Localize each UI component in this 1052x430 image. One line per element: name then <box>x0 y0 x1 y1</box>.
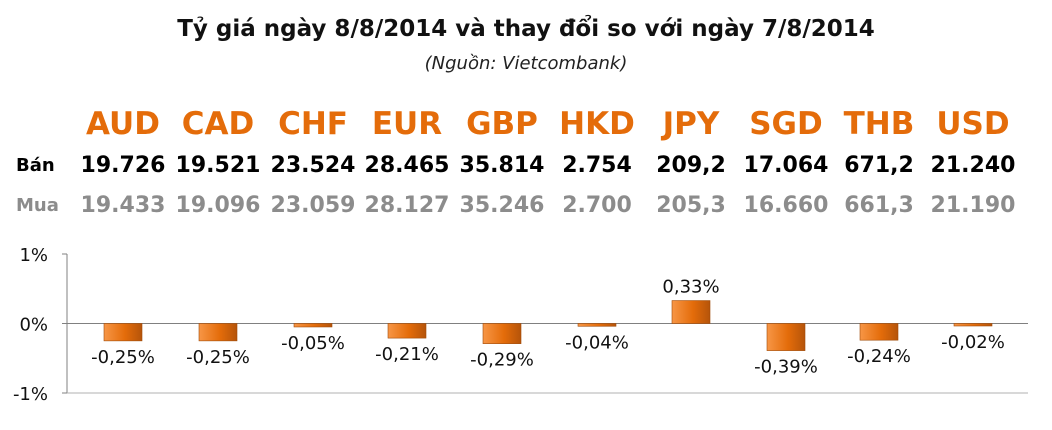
y-tick-label: 1% <box>19 245 48 266</box>
sell-rate-gbp: 35.814 <box>459 153 545 178</box>
currency-code-cad: CAD <box>181 106 255 142</box>
sell-rate-usd: 21.240 <box>930 153 1016 178</box>
data-label-usd: -0,02% <box>941 332 1005 353</box>
data-label-hkd: -0,04% <box>565 332 629 353</box>
sell-rate-sgd: 17.064 <box>743 153 829 178</box>
sell-rate-eur: 28.465 <box>364 153 450 178</box>
data-label-sgd: -0,39% <box>754 357 818 378</box>
buy-row-label: Mua <box>16 195 59 216</box>
buy-rate-thb: 661,3 <box>844 193 914 218</box>
currency-code-usd: USD <box>936 106 1010 142</box>
sell-rate-aud: 19.726 <box>80 153 166 178</box>
bar-usd <box>953 323 993 327</box>
y-tick-label: -1% <box>13 384 48 405</box>
data-label-eur: -0,21% <box>375 344 439 365</box>
buy-rate-aud: 19.433 <box>80 193 166 218</box>
bar-eur <box>387 323 427 339</box>
chart-title: Tỷ giá ngày 8/8/2014 và thay đổi so với … <box>177 16 875 42</box>
buy-rate-eur: 28.127 <box>364 193 450 218</box>
data-label-gbp: -0,29% <box>470 350 534 371</box>
sell-rate-thb: 671,2 <box>844 153 914 178</box>
data-label-chf: -0,05% <box>281 333 345 354</box>
currency-code-gbp: GBP <box>466 106 538 142</box>
bar-chf <box>293 323 333 328</box>
currency-code-chf: CHF <box>278 106 348 142</box>
sell-rate-cad: 19.521 <box>175 153 261 178</box>
y-tick-label: 0% <box>19 315 48 336</box>
bar-gbp <box>482 323 522 344</box>
bar-jpy <box>671 300 711 324</box>
sell-rate-chf: 23.524 <box>270 153 356 178</box>
data-label-aud: -0,25% <box>91 347 155 368</box>
bar-hkd <box>577 323 617 327</box>
currency-code-sgd: SGD <box>749 106 823 142</box>
currency-code-eur: EUR <box>371 106 443 142</box>
buy-rate-gbp: 35.246 <box>459 193 545 218</box>
bar-cad <box>198 323 238 342</box>
sell-rate-hkd: 2.754 <box>562 153 632 178</box>
buy-rate-chf: 23.059 <box>270 193 356 218</box>
currency-code-thb: THB <box>843 106 915 142</box>
buy-rate-sgd: 16.660 <box>743 193 829 218</box>
data-label-thb: -0,24% <box>847 346 911 367</box>
bar-sgd <box>766 323 806 351</box>
sell-row-label: Bán <box>16 155 55 176</box>
sell-rate-jpy: 209,2 <box>656 153 726 178</box>
buy-rate-cad: 19.096 <box>175 193 261 218</box>
buy-rate-jpy: 205,3 <box>656 193 726 218</box>
chart-subtitle: (Nguồn: Vietcombank) <box>424 53 628 74</box>
currency-code-aud: AUD <box>86 106 160 142</box>
buy-rate-hkd: 2.700 <box>562 193 632 218</box>
currency-code-jpy: JPY <box>662 106 720 142</box>
currency-code-hkd: HKD <box>559 106 635 142</box>
bar-thb <box>859 323 899 341</box>
bar-aud <box>103 323 143 342</box>
data-label-jpy: 0,33% <box>662 277 719 298</box>
data-label-cad: -0,25% <box>186 347 250 368</box>
buy-rate-usd: 21.190 <box>930 193 1016 218</box>
